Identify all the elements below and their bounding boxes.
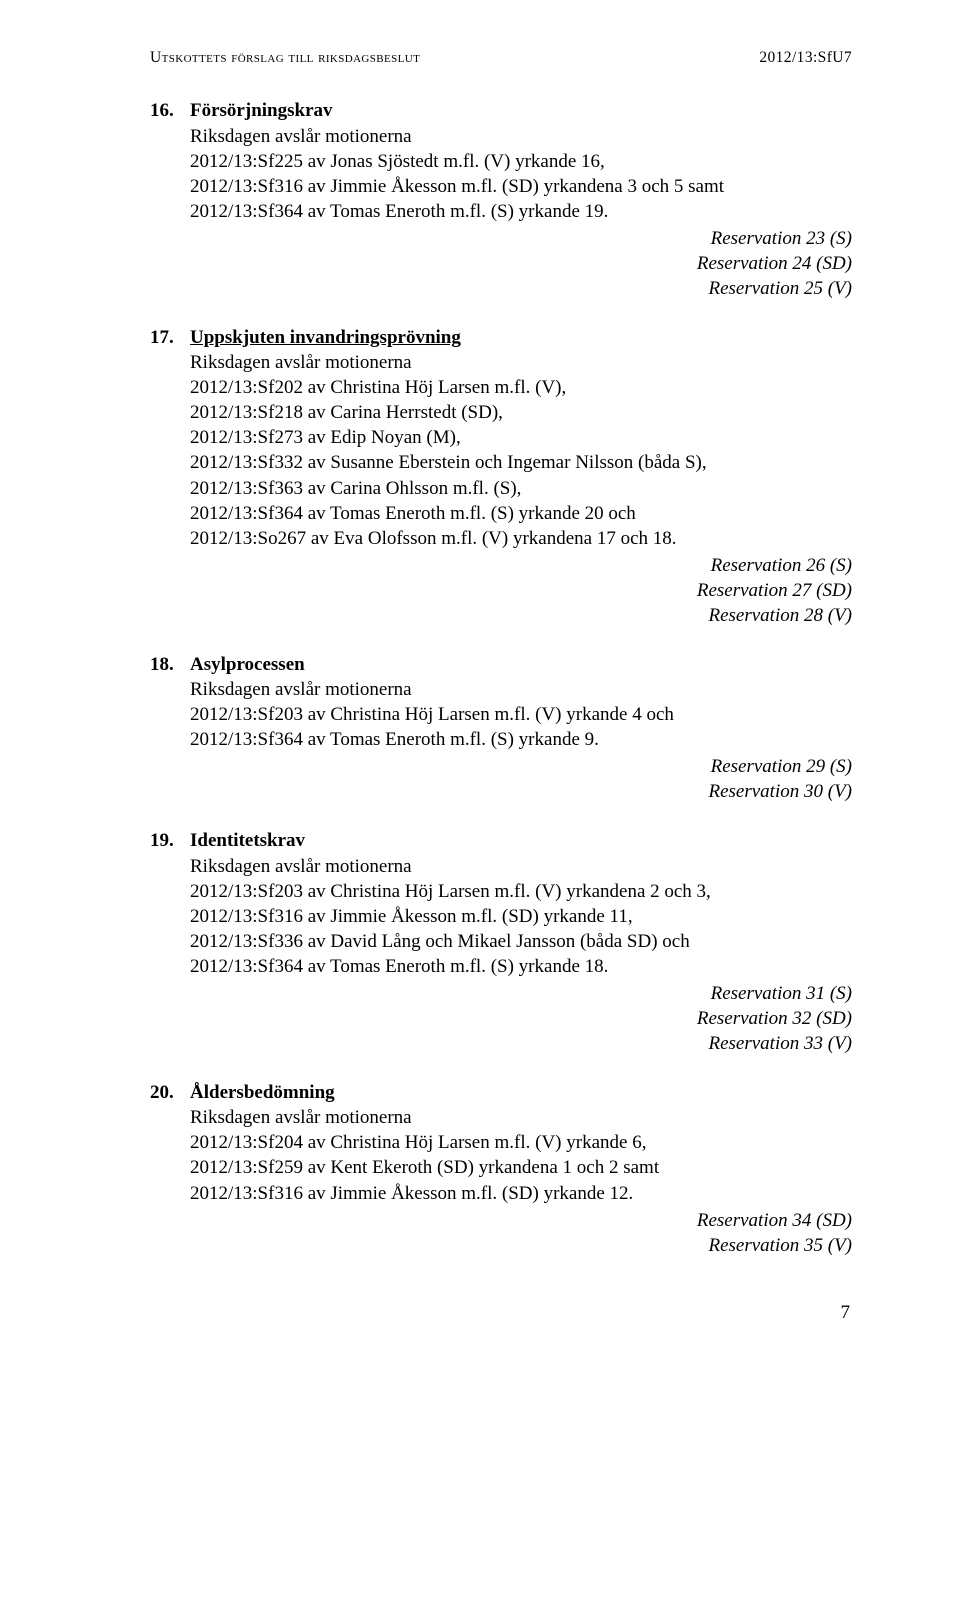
item-number: 20. <box>150 1080 190 1105</box>
item-number: 16. <box>150 98 190 123</box>
reservations: Reservation 29 (S)Reservation 30 (V) <box>190 754 852 804</box>
reservation-line: Reservation 27 (SD) <box>190 578 852 603</box>
item-number: 17. <box>150 325 190 350</box>
item-head: 20.Åldersbedömning <box>150 1080 852 1105</box>
body-line: 2012/13:Sf218 av Carina Herrstedt (SD), <box>190 400 852 425</box>
reservation-line: Reservation 28 (V) <box>190 603 852 628</box>
item-title: Uppskjuten invandringsprövning <box>190 325 461 350</box>
reservation-line: Reservation 26 (S) <box>190 553 852 578</box>
body-line: 2012/13:Sf203 av Christina Höj Larsen m.… <box>190 879 852 904</box>
body-line: 2012/13:Sf364 av Tomas Eneroth m.fl. (S)… <box>190 199 852 224</box>
item-title: Identitetskrav <box>190 828 305 853</box>
list-item: 20.ÅldersbedömningRiksdagen avslår motio… <box>150 1080 852 1258</box>
reservation-line: Reservation 24 (SD) <box>190 251 852 276</box>
body-line: Riksdagen avslår motionerna <box>190 854 852 879</box>
reservation-line: Reservation 35 (V) <box>190 1233 852 1258</box>
item-title: Åldersbedömning <box>190 1080 335 1105</box>
body-line: 2012/13:Sf364 av Tomas Eneroth m.fl. (S)… <box>190 954 852 979</box>
item-number: 19. <box>150 828 190 853</box>
body-line: 2012/13:Sf316 av Jimmie Åkesson m.fl. (S… <box>190 174 852 199</box>
page-header: Utskottets förslag till riksdagsbeslut 2… <box>150 48 852 68</box>
body-line: 2012/13:Sf273 av Edip Noyan (M), <box>190 425 852 450</box>
body-line: 2012/13:Sf202 av Christina Höj Larsen m.… <box>190 375 852 400</box>
page-number: 7 <box>150 1300 852 1325</box>
item-title: Asylprocessen <box>190 652 305 677</box>
list-item: 19.IdentitetskravRiksdagen avslår motion… <box>150 828 852 1056</box>
body-line: 2012/13:Sf363 av Carina Ohlsson m.fl. (S… <box>190 476 852 501</box>
item-body: Riksdagen avslår motionerna2012/13:Sf225… <box>190 124 852 302</box>
item-head: 17.Uppskjuten invandringsprövning <box>150 325 852 350</box>
header-left: Utskottets förslag till riksdagsbeslut <box>150 48 420 68</box>
reservation-line: Reservation 34 (SD) <box>190 1208 852 1233</box>
body-line: 2012/13:Sf336 av David Lång och Mikael J… <box>190 929 852 954</box>
body-line: 2012/13:Sf332 av Susanne Eberstein och I… <box>190 450 852 475</box>
reservation-line: Reservation 32 (SD) <box>190 1006 852 1031</box>
body-line: 2012/13:So267 av Eva Olofsson m.fl. (V) … <box>190 526 852 551</box>
item-body: Riksdagen avslår motionerna2012/13:Sf203… <box>190 677 852 804</box>
reservations: Reservation 26 (S)Reservation 27 (SD)Res… <box>190 553 852 628</box>
body-line: Riksdagen avslår motionerna <box>190 124 852 149</box>
items-container: 16.FörsörjningskravRiksdagen avslår moti… <box>150 98 852 1257</box>
reservation-line: Reservation 31 (S) <box>190 981 852 1006</box>
body-line: Riksdagen avslår motionerna <box>190 350 852 375</box>
body-line: 2012/13:Sf316 av Jimmie Åkesson m.fl. (S… <box>190 904 852 929</box>
reservation-line: Reservation 29 (S) <box>190 754 852 779</box>
body-line: Riksdagen avslår motionerna <box>190 1105 852 1130</box>
item-number: 18. <box>150 652 190 677</box>
body-line: 2012/13:Sf316 av Jimmie Åkesson m.fl. (S… <box>190 1181 852 1206</box>
body-line: 2012/13:Sf364 av Tomas Eneroth m.fl. (S)… <box>190 727 852 752</box>
body-line: 2012/13:Sf225 av Jonas Sjöstedt m.fl. (V… <box>190 149 852 174</box>
item-head: 19.Identitetskrav <box>150 828 852 853</box>
reservation-line: Reservation 33 (V) <box>190 1031 852 1056</box>
reservation-line: Reservation 23 (S) <box>190 226 852 251</box>
body-line: 2012/13:Sf364 av Tomas Eneroth m.fl. (S)… <box>190 501 852 526</box>
list-item: 18.AsylprocessenRiksdagen avslår motione… <box>150 652 852 804</box>
body-line: 2012/13:Sf203 av Christina Höj Larsen m.… <box>190 702 852 727</box>
reservations: Reservation 34 (SD)Reservation 35 (V) <box>190 1208 852 1258</box>
item-body: Riksdagen avslår motionerna2012/13:Sf204… <box>190 1105 852 1257</box>
item-head: 18.Asylprocessen <box>150 652 852 677</box>
item-body: Riksdagen avslår motionerna2012/13:Sf202… <box>190 350 852 628</box>
reservation-line: Reservation 25 (V) <box>190 276 852 301</box>
header-right: 2012/13:SfU7 <box>759 48 852 68</box>
item-head: 16.Försörjningskrav <box>150 98 852 123</box>
list-item: 17.Uppskjuten invandringsprövningRiksdag… <box>150 325 852 628</box>
body-line: Riksdagen avslår motionerna <box>190 677 852 702</box>
list-item: 16.FörsörjningskravRiksdagen avslår moti… <box>150 98 852 301</box>
body-line: 2012/13:Sf259 av Kent Ekeroth (SD) yrkan… <box>190 1155 852 1180</box>
reservations: Reservation 31 (S)Reservation 32 (SD)Res… <box>190 981 852 1056</box>
item-title: Försörjningskrav <box>190 98 333 123</box>
body-line: 2012/13:Sf204 av Christina Höj Larsen m.… <box>190 1130 852 1155</box>
reservations: Reservation 23 (S)Reservation 24 (SD)Res… <box>190 226 852 301</box>
item-body: Riksdagen avslår motionerna2012/13:Sf203… <box>190 854 852 1057</box>
reservation-line: Reservation 30 (V) <box>190 779 852 804</box>
